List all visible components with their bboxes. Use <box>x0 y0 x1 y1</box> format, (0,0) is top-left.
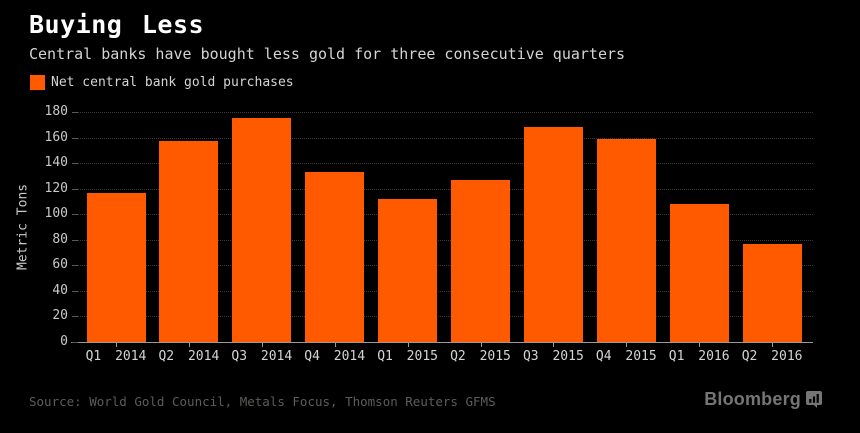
x-axis-label-q3-2015: Q3 2015 <box>522 349 584 364</box>
x-axis-label-q2-2014: Q2 2014 <box>158 349 220 364</box>
y-axis-label-80: 80 <box>52 231 68 247</box>
bar-q1-2015 <box>378 198 438 342</box>
gridline-60 <box>78 265 813 267</box>
y-axis-tick <box>72 112 78 113</box>
bar-q1-2016 <box>669 204 729 342</box>
x-axis-label-q3-2014: Q3 2014 <box>231 349 293 364</box>
x-axis-label-q4-2014: Q4 2014 <box>304 349 366 364</box>
y-axis-label-20: 20 <box>52 308 68 324</box>
x-axis-label-q4-2015: Q4 2015 <box>595 349 657 364</box>
x-axis-label-q1-2014: Q1 2014 <box>85 349 147 364</box>
x-axis-tick <box>626 342 628 347</box>
x-axis-label-q1-2016: Q1 2016 <box>668 349 730 364</box>
x-axis-label-q2-2016: Q2 2016 <box>741 349 803 364</box>
gridline-140 <box>78 163 813 165</box>
bar-q4-2014 <box>305 172 365 342</box>
x-axis-label-q1-2015: Q1 2015 <box>377 349 438 364</box>
x-axis-label-q2-2015: Q2 2015 <box>450 349 511 364</box>
y-axis-title: Metric Tons <box>15 183 31 271</box>
gridline-80 <box>78 239 813 241</box>
chart-title: Buying Less <box>29 10 205 39</box>
bar-q2-2015 <box>451 179 510 342</box>
x-axis-tick <box>188 342 190 347</box>
x-axis-tick <box>772 342 774 347</box>
x-axis-tick <box>407 342 409 347</box>
bloomberg-logo: Bloomberg <box>704 389 822 410</box>
y-axis-tick <box>72 265 78 267</box>
legend: Net central bank gold purchases <box>30 75 294 90</box>
y-axis-label-180: 180 <box>44 104 68 119</box>
y-axis-tick <box>72 290 78 292</box>
x-axis-tick <box>261 342 263 347</box>
gridline-160 <box>78 137 813 139</box>
bar-q1-2014 <box>86 192 146 342</box>
chart-plot-area: Q1 2014 Q2 2014 Q3 2014 Q4 2014 Q1 2015 Q2 20… <box>71 112 813 364</box>
x-axis-tick <box>334 342 336 347</box>
y-axis-tick <box>72 137 78 139</box>
y-axis-tick <box>72 163 78 165</box>
y-axis-tick <box>72 316 78 318</box>
x-axis-tick <box>553 342 555 347</box>
bar-q2-2014 <box>159 141 219 342</box>
gridline-40 <box>78 290 813 292</box>
y-axis-label-100: 100 <box>44 206 68 222</box>
legend-label: Net central bank gold purchases <box>51 75 294 90</box>
y-axis-tick <box>72 342 78 343</box>
x-axis-tick <box>116 342 117 347</box>
y-axis-tick <box>72 214 78 216</box>
x-axis-line <box>71 342 813 343</box>
y-axis-label-160: 160 <box>44 129 68 145</box>
y-axis-label-60: 60 <box>52 257 68 273</box>
bar-q3-2015 <box>523 127 583 342</box>
bar-q2-2016 <box>742 243 802 342</box>
y-axis-tick <box>72 188 78 190</box>
y-axis-label-40: 40 <box>52 282 68 298</box>
chart-subtitle: Central banks have bought less gold for … <box>29 45 626 63</box>
y-axis-label-120: 120 <box>44 180 68 196</box>
bar-q3-2014 <box>232 118 292 342</box>
gridline-180 <box>78 112 813 113</box>
y-axis-label-0: 0 <box>60 334 68 349</box>
legend-swatch-icon <box>30 75 45 90</box>
bloomberg-chart-bubble-icon <box>806 391 822 408</box>
gridline-20 <box>78 316 813 318</box>
gridline-120 <box>78 188 813 190</box>
x-axis-tick <box>480 342 482 347</box>
bar-q4-2015 <box>596 138 656 342</box>
gridline-100 <box>78 214 813 216</box>
bloomberg-logo-text: Bloomberg <box>704 389 801 409</box>
x-axis-tick <box>699 342 701 347</box>
source-text: Source: World Gold Council, Metals Focus… <box>29 394 496 409</box>
y-axis-tick <box>72 239 78 241</box>
y-axis-label-140: 140 <box>44 155 68 171</box>
